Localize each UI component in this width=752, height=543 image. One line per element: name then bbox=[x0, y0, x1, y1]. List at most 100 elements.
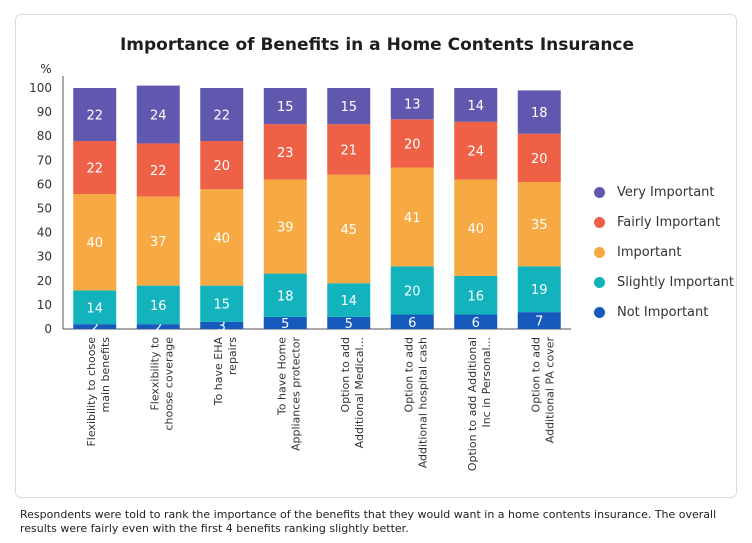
x-category-label-line: Option to add bbox=[339, 337, 352, 412]
legend-item: Not Important bbox=[594, 297, 734, 327]
bar-segment-slightly-important bbox=[327, 283, 371, 317]
bar-segment-fairly-important bbox=[263, 124, 307, 180]
data-label: 22 bbox=[150, 164, 167, 179]
x-category-label: Flexibility to choosemain benefits bbox=[85, 337, 112, 447]
bar-segment-not-important bbox=[200, 321, 244, 329]
x-category-label-line: Additional hospital cash bbox=[416, 337, 429, 468]
bar-segment-important bbox=[263, 179, 307, 274]
chart-title: Importance of Benefits in a Home Content… bbox=[119, 35, 635, 55]
bar-segment-important bbox=[327, 174, 371, 284]
bar-segment-slightly-important bbox=[73, 290, 117, 325]
bar-segment-slightly-important bbox=[454, 275, 498, 315]
data-label: 15 bbox=[340, 100, 357, 115]
bar-segment-not-important bbox=[73, 324, 117, 329]
x-category-label: Option to add AdditionalInc in Personal.… bbox=[466, 337, 493, 471]
bar-segment-very-important bbox=[263, 88, 307, 125]
data-label: 16 bbox=[150, 299, 167, 314]
data-label: 2 bbox=[91, 321, 99, 336]
bar-segment-not-important bbox=[136, 324, 180, 329]
data-label: 7 bbox=[535, 315, 543, 330]
data-label: 2 bbox=[154, 321, 162, 336]
data-label: 16 bbox=[467, 289, 484, 304]
x-category-label-line: Additional Medical... bbox=[353, 337, 366, 448]
data-label: 40 bbox=[467, 222, 484, 237]
data-label: 14 bbox=[86, 301, 103, 316]
data-label: 20 bbox=[531, 152, 548, 167]
legend-swatch bbox=[594, 186, 605, 198]
data-label: 5 bbox=[345, 317, 353, 332]
legend-swatch bbox=[594, 306, 605, 318]
data-label: 35 bbox=[531, 218, 548, 233]
x-category-label: Option to addAdditional Medical... bbox=[339, 337, 366, 448]
y-tick-label: 100 bbox=[29, 81, 52, 95]
bar-segment-very-important bbox=[200, 88, 244, 142]
bar-segment-very-important bbox=[390, 88, 434, 120]
data-label: 24 bbox=[150, 109, 167, 124]
bar-segment-fairly-important bbox=[517, 133, 561, 182]
legend-item: Important bbox=[594, 237, 734, 267]
data-label: 20 bbox=[404, 284, 421, 299]
legend-swatch bbox=[594, 216, 605, 228]
bar-segment-slightly-important bbox=[390, 266, 434, 315]
data-label: 39 bbox=[277, 221, 294, 236]
x-category-label: To have HomeAppliances protector bbox=[275, 337, 302, 452]
y-tick-label: 20 bbox=[37, 274, 52, 288]
x-category-label-line: Appliances protector bbox=[289, 337, 302, 452]
bar-segment-very-important bbox=[454, 88, 498, 122]
bar-segment-slightly-important bbox=[136, 285, 180, 325]
x-category-label: To have EHArepairs bbox=[212, 337, 239, 407]
legend-item: Very Important bbox=[594, 177, 734, 207]
footnote: Respondents were told to rank the import… bbox=[20, 508, 717, 535]
x-category-label-line: To have EHA bbox=[212, 337, 225, 407]
bar-segment-important bbox=[390, 167, 434, 267]
data-label: 5 bbox=[281, 317, 289, 332]
data-label: 22 bbox=[86, 162, 103, 177]
y-tick-label: 80 bbox=[37, 129, 52, 143]
bar-segment-not-important bbox=[454, 314, 498, 329]
bar-segment-not-important bbox=[390, 314, 434, 329]
bar-segment-important bbox=[454, 179, 498, 276]
x-category-label-line: Inc in Personal... bbox=[480, 337, 493, 428]
data-label: 13 bbox=[404, 98, 421, 113]
legend-item: Slightly Important bbox=[594, 267, 734, 297]
x-category-label-line: Flexibility to choose bbox=[85, 337, 98, 447]
legend-label: Fairly Important bbox=[617, 214, 721, 230]
y-tick-label: 50 bbox=[37, 202, 52, 216]
data-label: 22 bbox=[213, 109, 230, 124]
data-label: 20 bbox=[404, 137, 421, 152]
data-label: 14 bbox=[467, 99, 484, 114]
x-category-label: Option to addAdditional PA cover bbox=[529, 337, 556, 444]
y-tick-label: 10 bbox=[37, 298, 52, 312]
data-label: 40 bbox=[213, 231, 230, 246]
data-label: 41 bbox=[404, 211, 421, 226]
x-category-label: Option to addAdditional hospital cash bbox=[402, 337, 429, 468]
bar-segment-slightly-important bbox=[263, 273, 307, 317]
stacked-bar-chart: % 0 10 20 30 40 50 60 70 80 90 100 2 14 40 22 22 Flexibil… bbox=[29, 62, 571, 471]
data-label: 6 bbox=[408, 316, 416, 331]
data-label: 3 bbox=[218, 319, 226, 334]
data-label: 14 bbox=[340, 294, 357, 309]
legend-label: Very Important bbox=[617, 184, 715, 200]
bar-segment-fairly-important bbox=[390, 119, 434, 168]
y-tick-label: 60 bbox=[37, 177, 52, 191]
bar-segment-slightly-important bbox=[517, 266, 561, 313]
bar-segment-very-important bbox=[517, 90, 561, 134]
bar-segment-not-important bbox=[517, 312, 561, 329]
x-category-label-line: Option to add Additional bbox=[466, 337, 479, 471]
x-category-label-line: main benefits bbox=[99, 337, 112, 413]
bar-segment-fairly-important bbox=[200, 141, 244, 190]
bar-segment-very-important bbox=[327, 88, 371, 125]
x-category-label-line: repairs bbox=[226, 337, 239, 375]
bar-segment-fairly-important bbox=[136, 143, 180, 197]
bar-segment-important bbox=[200, 189, 244, 286]
x-category-label-line: Additional PA cover bbox=[543, 337, 556, 444]
bar-segment-not-important bbox=[327, 316, 371, 329]
bar-segment-important bbox=[136, 196, 180, 286]
legend-label: Not Important bbox=[617, 304, 709, 320]
data-label: 15 bbox=[213, 298, 230, 313]
data-label: 6 bbox=[472, 316, 480, 331]
data-label: 45 bbox=[340, 223, 357, 238]
data-label: 18 bbox=[531, 106, 548, 121]
chart-legend: Very Important Fairly Important Important S… bbox=[594, 177, 734, 327]
legend-item: Fairly Important bbox=[594, 207, 734, 237]
